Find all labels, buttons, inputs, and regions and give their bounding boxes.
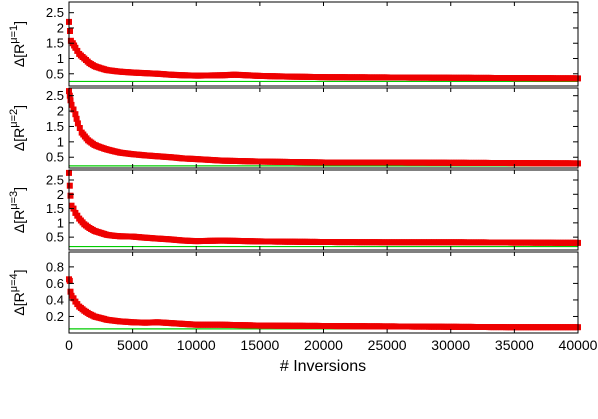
y-axis-label: Δ[Rμ=3] [8,187,27,233]
x-axis: 0 5000 10000 15000 20000 25000 30000 35000 40000 [65,337,598,353]
y-axis-label-superscript: μ=3 [8,191,20,210]
data-series [66,18,581,82]
y-tick-label: 0.5 [46,66,64,81]
y-axis-label-close: ] [11,21,27,25]
y-tick-label: 2.5 [46,5,64,20]
y-axis-label-main: Δ[R [11,292,27,315]
y-axis-label: Δ[Rμ=2] [8,105,27,151]
x-axis-label: # Inversions [280,358,366,375]
data-point [67,28,73,34]
x-tick-label: 30000 [431,337,470,353]
panels: 0.511.522.5Δ[Rμ=1]0.511.522.5Δ[Rμ=2]0.51… [8,1,581,334]
data-point [72,44,79,51]
y-axis-label-close: ] [11,269,27,273]
data-point [67,288,74,295]
y-axis-label-superscript: μ=4 [8,273,20,292]
data-point [66,182,73,189]
data-point [67,192,74,199]
x-tick-label: 15000 [240,337,279,353]
data-series [66,169,581,246]
y-tick-label: 2.5 [46,173,64,188]
panel-4: 0.2 0.40.6 0.8 Δ[Rμ=4] [8,251,581,334]
data-point [74,120,81,127]
data-point [70,295,77,302]
y-tick-label: 1.5 [46,36,64,51]
panel-3: 0.511.522.5 Δ[Rμ=3] [8,169,581,251]
y-axis-label-main: Δ[R [11,128,27,151]
y-tick-label: 2.5 [46,88,64,103]
data-point [67,97,74,104]
y-tick-label: 2 [57,104,64,119]
x-tick-label: 35000 [495,337,534,353]
y-tick-label: 0.8 [46,259,64,274]
data-point [72,111,79,118]
x-tick-label: 20000 [304,337,343,353]
y-tick-label: 1.5 [46,119,64,134]
data-series [66,276,581,331]
y-tick-label: 0.4 [46,292,64,307]
data-point [68,101,75,108]
x-tick-label: 10000 [177,337,216,353]
panel-2: 0.511.522.5 Δ[Rμ=2] [8,87,581,169]
y-axis-label-close: ] [11,187,27,191]
data-point [73,115,80,122]
y-tick-label: 2 [57,187,64,202]
data-point [66,277,73,284]
y-tick-label: 0.5 [46,230,64,245]
y-tick-label: 1 [57,134,64,149]
y-axis-label-main: Δ[R [11,44,27,67]
y-tick-label: 1.5 [46,201,64,216]
y-tick-label: 1 [57,215,64,230]
y-axis-label-superscript: μ=1 [8,25,20,44]
y-axis-label: Δ[Rμ=1] [8,21,27,67]
x-tick-label: 40000 [559,337,598,353]
y-tick-label: 2 [57,20,64,35]
panel-1: 0.511.522.5 Δ[Rμ=1] [8,1,581,87]
y-axis-label-superscript: μ=2 [8,109,20,128]
y-axis-label-close: ] [11,105,27,109]
y-tick-label: 0.6 [46,276,64,291]
y-tick-label: 0.5 [46,150,64,165]
data-series [66,88,581,167]
data-point [70,106,77,113]
x-tick-label: 5000 [117,337,148,353]
y-tick-label: 1 [57,51,64,66]
x-tick-label: 25000 [368,337,407,353]
data-point [76,125,83,131]
x-tick-label: 0 [65,337,73,353]
y-axis-label-main: Δ[R [11,210,27,233]
y-axis-label: Δ[Rμ=4] [8,269,27,315]
y-tick-label: 0.2 [46,309,64,324]
